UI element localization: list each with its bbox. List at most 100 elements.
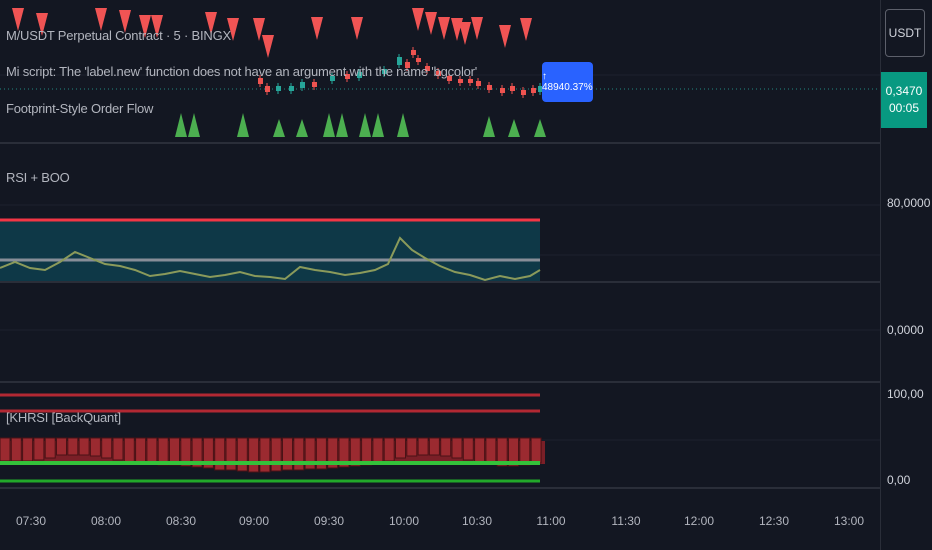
bar-countdown: 00:05 [888, 101, 920, 115]
buy-signal-marker [336, 113, 348, 137]
khrsi-histogram-bar [33, 437, 45, 461]
indicator-title[interactable]: Footprint-Style Order Flow [6, 101, 154, 116]
script-error-message: Mi script: The 'label.new' function does… [6, 64, 478, 79]
khrsi-histogram-bar [214, 437, 226, 471]
time-label: 11:30 [611, 514, 641, 528]
sell-signal-marker [262, 35, 274, 58]
rsi-pane-title[interactable]: RSI + BOO [6, 170, 70, 185]
rsi-axis-lower: 0,0000 [887, 323, 924, 337]
candle-body [411, 50, 416, 55]
khrsi-histogram-bar [169, 437, 180, 466]
khrsi-histogram-bar [146, 437, 158, 465]
khrsi-histogram-bar [123, 437, 135, 463]
khrsi-histogram-bar [372, 437, 384, 464]
khrsi-histogram-bar [361, 437, 373, 466]
last-price-value: 0,3470 [885, 84, 923, 98]
khrsi-histogram-bar [485, 437, 497, 465]
sell-signal-marker [227, 18, 239, 41]
buy-signal-marker [237, 113, 249, 137]
sell-signal-marker [205, 12, 217, 35]
candle-body [531, 88, 536, 93]
buy-signal-marker [534, 119, 546, 137]
khrsi-histogram-bar [428, 437, 440, 456]
candle-body [289, 86, 294, 91]
candle-body [468, 79, 473, 83]
candle-body [405, 62, 410, 68]
khrsi-histogram-bar [135, 437, 147, 464]
candle-body [382, 69, 387, 74]
candle-body [312, 82, 317, 87]
candle-body [447, 76, 452, 81]
currency-button[interactable]: USDT [885, 9, 925, 57]
khrsi-histogram-bar [101, 437, 113, 459]
candle-body [300, 82, 305, 88]
candle-body [345, 74, 350, 79]
time-label: 11:00 [536, 514, 566, 528]
symbol-title[interactable]: M/USDT Perpetual Contract · 5 · BINGX [6, 28, 231, 43]
khrsi-histogram-bar [451, 437, 463, 459]
candle-body [500, 88, 505, 93]
price-scale-border [880, 0, 881, 550]
khrsi-histogram-bar [395, 437, 406, 459]
khrsi-histogram-bar [519, 437, 531, 466]
buy-signal-marker [359, 113, 371, 137]
candle-body [425, 66, 430, 71]
sell-signal-marker [311, 17, 323, 40]
buy-signal-marker [483, 116, 495, 137]
khrsi-histogram-bar [44, 437, 56, 459]
khrsi-histogram-bar [327, 437, 339, 469]
sell-signal-marker [119, 10, 131, 33]
time-label: 09:30 [313, 514, 345, 528]
khrsi-histogram-bar [56, 437, 67, 456]
khrsi-axis-upper: 100,00 [887, 387, 924, 401]
buy-signal-marker [508, 119, 520, 137]
khrsi-histogram-bar [225, 437, 237, 471]
khrsi-histogram-bar [338, 437, 350, 468]
khrsi-pane-title[interactable]: [KHRSI [BackQuant] [6, 410, 121, 425]
khrsi-axis-lower: 0,00 [887, 473, 911, 487]
khrsi-histogram-bar [282, 437, 293, 471]
time-label: 08:00 [90, 514, 122, 528]
khrsi-histogram-bar [112, 437, 124, 461]
candle-body [436, 71, 441, 76]
khrsi-histogram-bar [10, 437, 22, 462]
sell-signal-marker [412, 8, 424, 31]
khrsi-histogram-bar [248, 437, 260, 473]
sell-signal-marker [139, 15, 151, 38]
time-label: 10:00 [388, 514, 420, 528]
khrsi-histogram-bar [236, 437, 248, 472]
pane-separator [0, 281, 880, 283]
time-label: 07:30 [15, 514, 47, 528]
sell-signal-marker [351, 17, 363, 40]
sell-signal-marker [520, 18, 532, 41]
candle-body [330, 76, 335, 81]
khrsi-histogram-bar [474, 437, 486, 463]
sell-signal-marker [438, 17, 450, 40]
candle-body [538, 86, 543, 92]
candle-body [487, 85, 492, 90]
candle-body [510, 86, 515, 91]
khrsi-histogram-bar [202, 437, 214, 469]
candle-body [521, 90, 526, 95]
candle-body [258, 78, 263, 84]
buy-signal-marker [175, 113, 187, 137]
candle-body [276, 86, 281, 91]
sell-signal-marker [95, 8, 107, 31]
time-label: 13:00 [833, 514, 865, 528]
candle-body [397, 57, 402, 65]
pane-separator [0, 142, 880, 144]
time-label: 09:00 [238, 514, 270, 528]
khrsi-histogram-bar [157, 437, 169, 466]
time-label: 12:30 [758, 514, 790, 528]
khrsi-histogram-bar [406, 437, 418, 457]
khrsi-histogram-bar [349, 437, 361, 467]
khrsi-histogram-bar [270, 437, 282, 472]
buy-signal-marker [372, 113, 384, 137]
candle-body [416, 58, 421, 62]
buy-signal-marker [323, 113, 335, 137]
buy-signal-marker [397, 113, 409, 137]
khrsi-histogram-bar [530, 437, 542, 464]
candle-body [476, 81, 481, 86]
